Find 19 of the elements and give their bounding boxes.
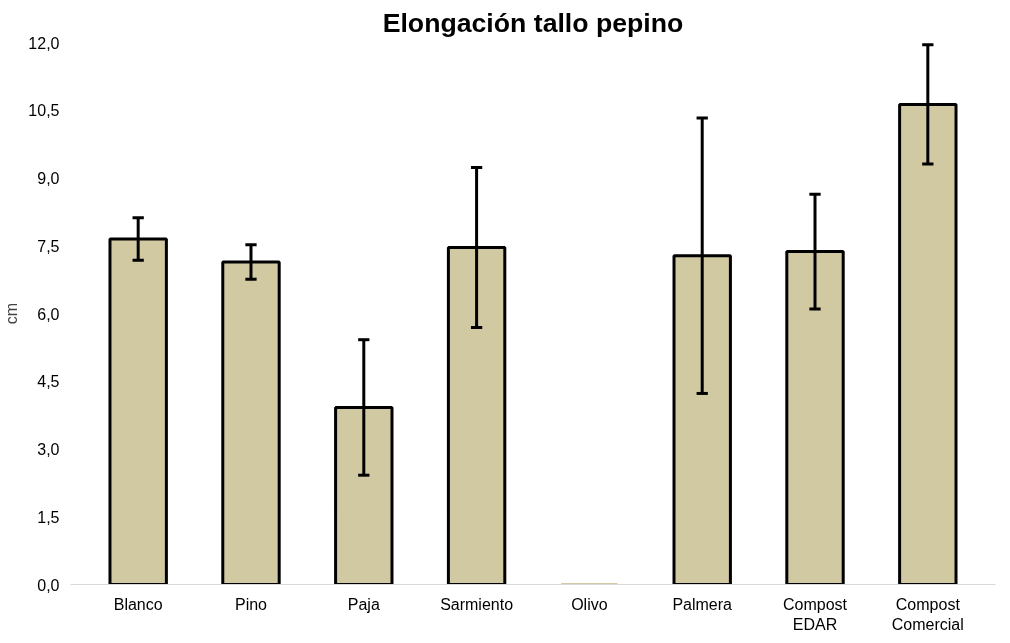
y-tick-label: 1,5 bbox=[37, 508, 60, 526]
y-tick-label: 0,0 bbox=[37, 576, 60, 594]
y-axis-title: cm bbox=[3, 302, 21, 325]
y-tick-label: 12,0 bbox=[28, 34, 60, 52]
y-tick-label: 7,5 bbox=[37, 237, 60, 255]
x-tick-label: Pino bbox=[234, 595, 268, 613]
chart-title: Elongación tallo pepino bbox=[382, 7, 684, 38]
x-tick-label: Compost Comercial bbox=[891, 595, 964, 633]
x-tick-label: Sarmiento bbox=[440, 595, 514, 613]
x-tick-label: Palmera bbox=[672, 595, 733, 613]
y-tick-label: 4,5 bbox=[37, 373, 60, 391]
y-tick-label: 9,0 bbox=[37, 170, 60, 187]
x-tick-label: Blanco bbox=[113, 595, 163, 613]
x-tick-label: Compost EDAR bbox=[783, 595, 848, 633]
y-tick-label: 3,0 bbox=[37, 441, 60, 458]
y-tick-label: 10,5 bbox=[28, 102, 60, 120]
x-tick-label: Olivo bbox=[571, 595, 608, 613]
x-tick-label: Paja bbox=[347, 595, 380, 613]
y-tick-label: 6,0 bbox=[37, 305, 60, 323]
